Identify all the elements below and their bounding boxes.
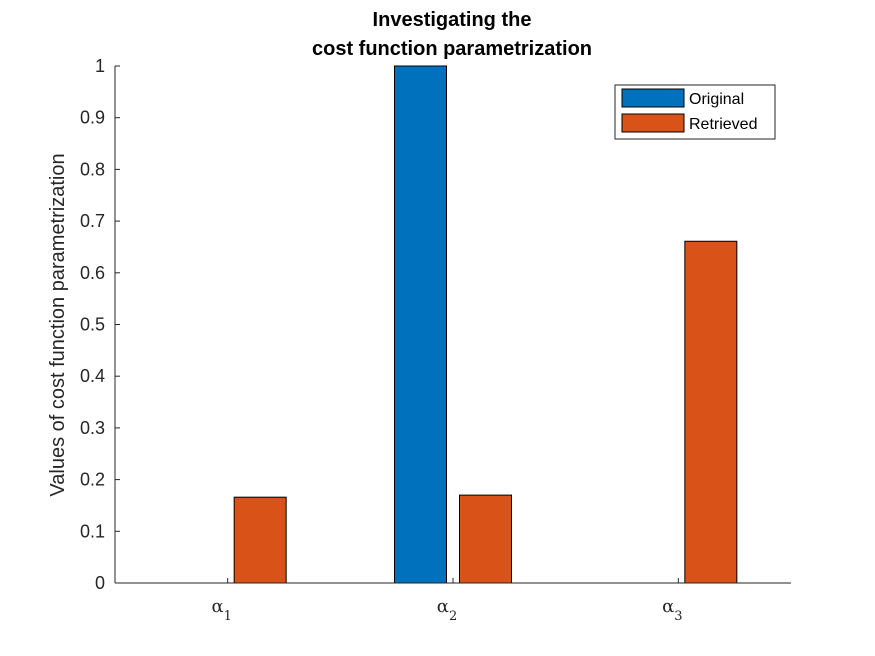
y-tick-label: 0.3	[80, 418, 105, 438]
chart-title-line-2: cost function parametrization	[312, 38, 592, 60]
y-tick-label: 0.9	[80, 108, 105, 128]
chart-title-line-1: Investigating the	[373, 9, 532, 31]
bars-group	[233, 65, 738, 584]
y-ticks-group: 0 0.1 0.2 0.3 0.4 0.5 0.6 0.7 0.8 0.9 1	[80, 56, 120, 593]
x-tick-subscript: 3	[674, 609, 682, 624]
bar-retrieved-1	[233, 496, 287, 584]
y-tick-label: 0.8	[80, 159, 105, 179]
x-tick-symbol: α	[662, 596, 674, 617]
y-tick-label: 0.1	[80, 521, 105, 541]
x-tick-label-2: α2	[437, 596, 457, 624]
x-ticks-group: α1 α2 α3	[211, 578, 683, 624]
bar-original-2	[394, 65, 447, 584]
x-tick-subscript: 2	[449, 609, 457, 624]
y-tick-label: 0.6	[80, 263, 105, 283]
y-tick-label: 0	[95, 573, 105, 593]
y-tick-label: 1	[95, 56, 105, 76]
y-tick-label: 0.2	[80, 470, 105, 490]
legend-swatch-retrieved	[621, 113, 685, 133]
bar-retrieved-3	[684, 240, 738, 584]
x-tick-label-3: α3	[662, 596, 682, 624]
legend-label-original: Original	[689, 91, 744, 108]
bar-retrieved-2	[459, 494, 512, 584]
plot-area: 00.10.20.30.40.50.60.70.80.91 α1 α2 α3	[80, 56, 791, 624]
x-tick-symbol: α	[211, 596, 223, 617]
y-tick-label: 0.7	[80, 211, 105, 231]
x-tick-subscript: 1	[224, 609, 232, 624]
y-tick-label: 0.4	[80, 366, 105, 386]
legend: Original Retrieved	[614, 84, 776, 140]
legend-swatch-original	[621, 88, 685, 108]
y-tick-label: 0.5	[80, 315, 105, 335]
x-tick-label-1: α1	[211, 596, 231, 624]
legend-label-retrieved: Retrieved	[689, 116, 757, 133]
y-axis-label: Values of cost function parametrization	[47, 153, 69, 496]
x-tick-symbol: α	[437, 596, 449, 617]
